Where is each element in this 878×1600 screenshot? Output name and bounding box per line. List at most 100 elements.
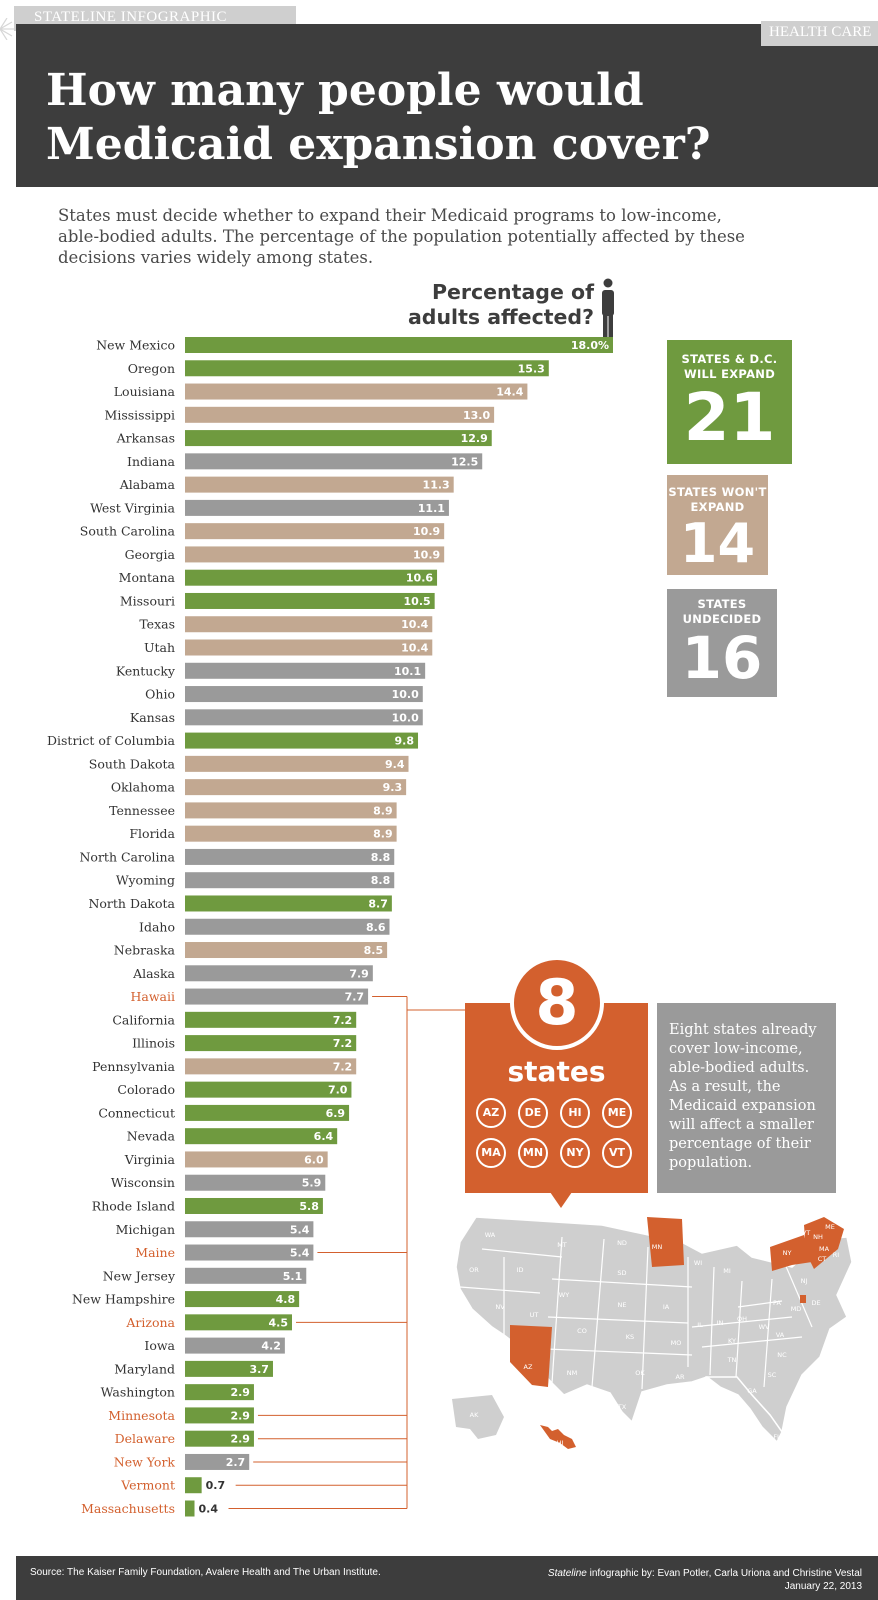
map-state-arizona	[510, 1325, 552, 1387]
bar-maryland	[185, 1360, 273, 1377]
value-label-new-mexico: 18.0%	[571, 339, 609, 352]
state-label-kansas: Kansas	[130, 710, 175, 725]
value-label-kentucky: 10.1	[394, 665, 421, 678]
value-label-oregon: 15.3	[518, 362, 545, 375]
map-label-ri: RI	[833, 1251, 840, 1259]
stat-wont-count: 14	[679, 512, 756, 575]
state-chip-hi: HI	[560, 1098, 590, 1128]
map-label-wv: WV	[759, 1323, 770, 1331]
state-chip-ma: MA	[476, 1138, 506, 1168]
state-label-washington: Washington	[101, 1385, 175, 1400]
stat-undecided-count: 16	[681, 624, 763, 692]
map-state-minnesota	[647, 1217, 684, 1267]
map-label-mi: MI	[723, 1267, 731, 1275]
state-label-vermont: Vermont	[120, 1478, 175, 1493]
note-line-1: Eight states already	[669, 1022, 817, 1038]
us-map: WA OR ID MT WY ND SD NE MN WI MI IA IL IN OH PA NY VT NHME…	[452, 1217, 853, 1449]
state-chip-az: AZ	[476, 1098, 506, 1128]
state-label-new-york: New York	[114, 1454, 176, 1469]
state-label-indiana: Indiana	[127, 454, 175, 469]
stat-wont-expand: STATES WON'T EXPAND 14	[667, 475, 768, 575]
axis-title-line-1: Percentage of	[431, 280, 594, 304]
state-label-wyoming: Wyoming	[116, 873, 175, 888]
value-label-alaska: 7.9	[349, 967, 369, 980]
bar-minnesota	[185, 1407, 254, 1424]
state-chip-vt: VT	[602, 1138, 632, 1168]
map-label-ar: AR	[676, 1373, 685, 1381]
state-label-arizona: Arizona	[125, 1315, 175, 1330]
state-chip-me: ME	[602, 1098, 632, 1128]
map-label-wi: WI	[694, 1259, 702, 1267]
state-label-virginia: Virginia	[124, 1152, 176, 1167]
map-label-ks: KS	[626, 1333, 634, 1341]
sunburst-icon	[0, 18, 14, 40]
note-line-5: Medicaid expansion	[669, 1098, 816, 1114]
map-label-co: CO	[577, 1327, 587, 1335]
state-label-massachusetts: Massachusetts	[81, 1501, 175, 1516]
state-label-maine: Maine	[135, 1245, 175, 1260]
state-label-kentucky: Kentucky	[116, 663, 176, 678]
state-label-oregon: Oregon	[128, 361, 175, 376]
bar-montana	[185, 569, 438, 586]
state-label-south-dakota: South Dakota	[89, 756, 176, 771]
map-label-mo: MO	[671, 1339, 682, 1347]
note-line-3: able-bodied adults.	[669, 1060, 810, 1076]
state-label-oklahoma: Oklahoma	[111, 780, 176, 795]
bar-oregon	[185, 360, 549, 377]
stat-expand-count: 21	[683, 379, 776, 456]
bar-louisiana	[185, 383, 528, 400]
value-label-nebraska: 8.5	[364, 944, 384, 957]
map-label-sc: SC	[768, 1371, 777, 1379]
bar-rhode-island	[185, 1197, 323, 1214]
bar-north-carolina	[185, 848, 395, 865]
value-label-indiana: 12.5	[451, 455, 478, 468]
value-label-rhode-island: 5.8	[299, 1200, 319, 1213]
stat-undecided-line-1: STATES	[697, 597, 747, 611]
map-label-la: LA	[673, 1403, 682, 1411]
value-label-pennsylvania: 7.2	[333, 1060, 353, 1073]
value-label-minnesota: 2.9	[230, 1409, 250, 1422]
state-label-texas: Texas	[139, 617, 175, 632]
intro-line-2: able-bodied adults. The percentage of th…	[58, 227, 745, 246]
footer-bar: Source: The Kaiser Family Foundation, Av…	[16, 1556, 878, 1600]
value-label-louisiana: 14.4	[496, 386, 523, 399]
state-label-connecticut: Connecticut	[98, 1105, 175, 1120]
bar-oklahoma	[185, 779, 407, 796]
bar-missouri	[185, 592, 435, 609]
bar-south-dakota	[185, 755, 409, 772]
map-florida	[704, 1376, 783, 1444]
map-label-sd: SD	[617, 1269, 626, 1277]
value-label-west-virginia: 11.1	[418, 502, 445, 515]
bar-delaware	[185, 1430, 254, 1447]
page-title: How many people would Medicaid expansion…	[46, 64, 846, 172]
note-line-4: As a result, the	[669, 1079, 781, 1095]
callout-pointer	[550, 1192, 572, 1208]
stat-will-expand: STATES & D.C. WILL EXPAND 21	[667, 340, 792, 464]
map-label-ak: AK	[470, 1411, 479, 1419]
bar-idaho	[185, 918, 390, 935]
note-line-6: will affect a smaller	[669, 1117, 814, 1133]
map-label-fl: FL	[773, 1433, 781, 1441]
state-chip-ny: NY	[560, 1138, 590, 1168]
state-label-maryland: Maryland	[114, 1361, 175, 1376]
bar-nevada	[185, 1128, 338, 1145]
value-label-oklahoma: 9.3	[383, 781, 403, 794]
state-label-wisconsin: Wisconsin	[111, 1175, 175, 1190]
bar-south-carolina	[185, 523, 445, 540]
value-label-north-carolina: 8.8	[371, 851, 391, 864]
bar-ohio	[185, 686, 423, 703]
map-label-va: VA	[776, 1331, 785, 1339]
map-label-tx: TX	[617, 1403, 627, 1411]
bar-mississippi	[185, 406, 495, 423]
stat-undecided-line-2: UNDECIDED	[682, 612, 762, 626]
map-state-new-york	[770, 1235, 812, 1271]
bar-texas	[185, 616, 433, 633]
map-state-hawaii	[540, 1425, 576, 1449]
value-label-idaho: 8.6	[366, 921, 386, 934]
value-label-connecticut: 6.9	[326, 1107, 346, 1120]
map-label-me: ME	[825, 1223, 835, 1231]
bar-kentucky	[185, 662, 426, 679]
state-label-south-carolina: South Carolina	[80, 524, 176, 539]
state-label-michigan: Michigan	[116, 1222, 175, 1237]
bar-hawaii	[185, 988, 369, 1005]
